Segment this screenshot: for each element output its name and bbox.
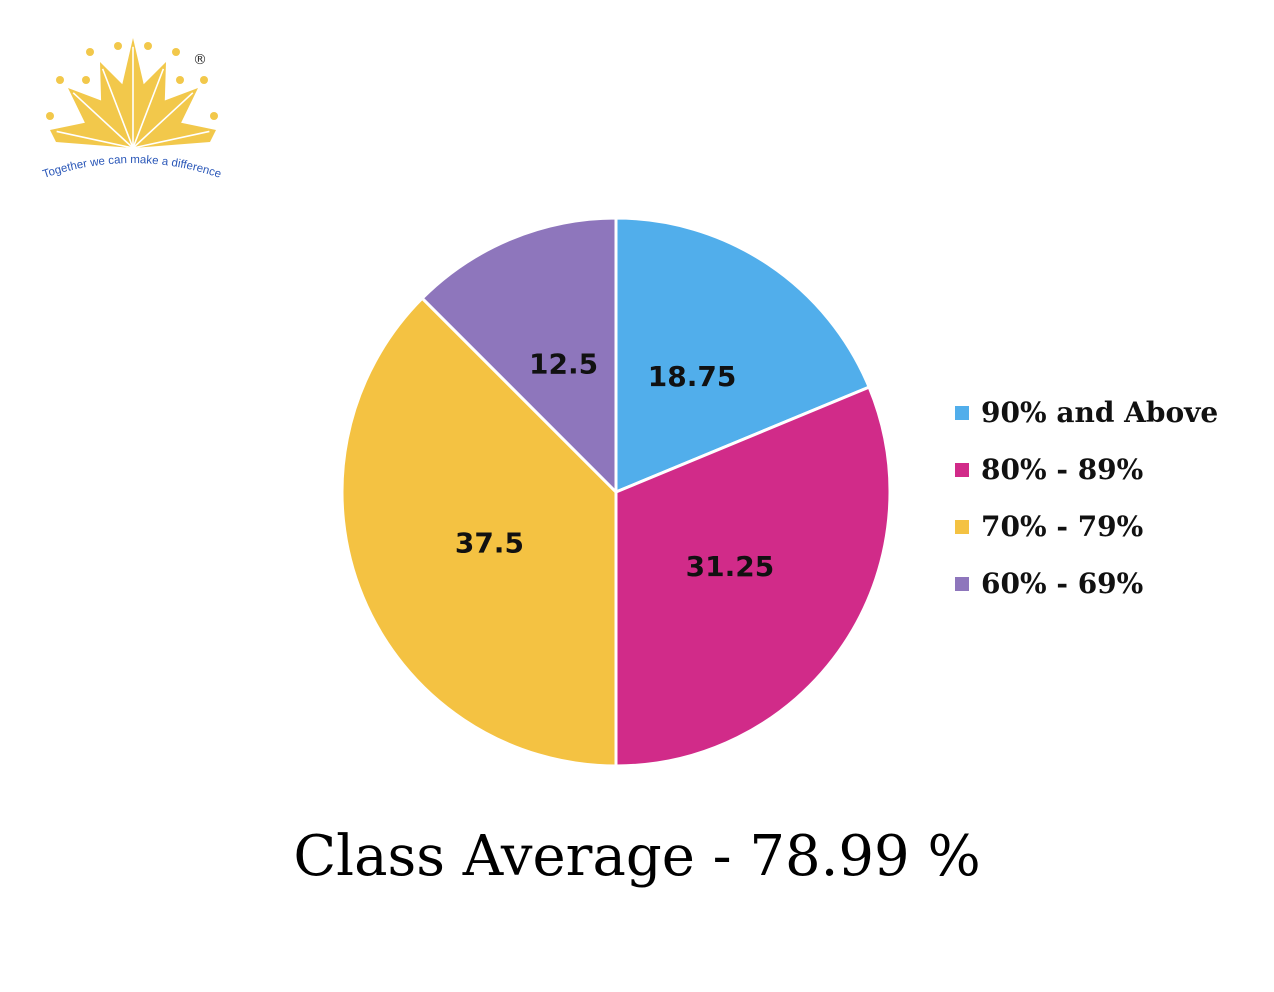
logo-dot xyxy=(210,112,218,120)
legend-swatch xyxy=(955,576,969,591)
logo-dot xyxy=(176,76,184,84)
class-average-text: Class Average - 78.99 % xyxy=(293,824,981,889)
logo-ray xyxy=(56,130,134,149)
legend-swatch xyxy=(955,519,969,534)
registered-mark: ® xyxy=(193,52,207,68)
legend-item: 70% - 79% xyxy=(955,498,1218,555)
pie-slice-90-and-above xyxy=(614,216,872,495)
logo-ray xyxy=(132,92,194,149)
slice-data-label: 37.5 xyxy=(455,526,524,559)
legend-label: 80% - 89% xyxy=(981,453,1144,486)
logo-dot xyxy=(56,76,64,84)
logo-ray xyxy=(132,68,165,149)
legend-label: 90% and Above xyxy=(981,396,1219,429)
legend-label: 60% - 69% xyxy=(981,567,1144,600)
slice-data-label: 31.25 xyxy=(686,550,775,583)
pie-slice-70-79 xyxy=(340,296,618,768)
legend-swatch xyxy=(955,462,969,477)
chart-legend: 90% and Above 80% - 89% 70% - 79% 60% - 69% xyxy=(955,384,1218,612)
logo-dot xyxy=(86,48,94,56)
logo-ray xyxy=(72,92,134,149)
slice-data-label: 18.75 xyxy=(648,360,737,393)
slice-data-label: 12.5 xyxy=(529,347,598,380)
sun-logo-icon: ® Together we can make a difference xyxy=(41,38,223,181)
legend-item: 60% - 69% xyxy=(955,555,1218,612)
pie-slice-80-89 xyxy=(614,385,892,768)
logo-dot xyxy=(144,42,152,50)
logo-ray xyxy=(132,130,210,149)
legend-label: 70% - 79% xyxy=(981,510,1144,543)
legend-item: 80% - 89% xyxy=(955,441,1218,498)
logo-dot xyxy=(172,48,180,56)
logo-dot xyxy=(46,112,54,120)
logo-dot xyxy=(114,42,122,50)
pie-slice-60-69 xyxy=(420,216,618,496)
logo-dot xyxy=(200,76,208,84)
legend-item: 90% and Above xyxy=(955,384,1218,441)
legend-swatch xyxy=(955,405,969,420)
logo-ray xyxy=(101,68,134,149)
logo-dot xyxy=(82,76,90,84)
